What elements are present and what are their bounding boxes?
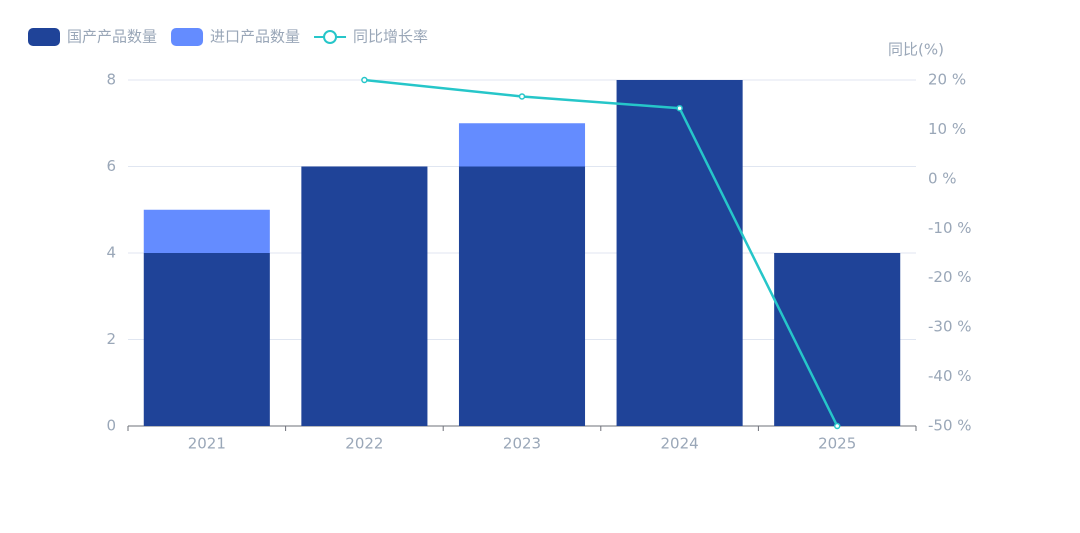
y2-tick-label: 20 % <box>928 71 966 89</box>
y2-axis-title: 同比(%) <box>888 41 944 59</box>
y2-tick-label: 10 % <box>928 120 966 138</box>
line-point <box>518 93 526 100</box>
line-point <box>833 422 841 430</box>
bar <box>143 209 270 253</box>
bar <box>143 253 270 426</box>
line <box>364 78 839 427</box>
legend-swatch <box>28 28 60 46</box>
y-tick-label: 8 <box>106 71 116 89</box>
x-tick-label: 2023 <box>503 435 541 453</box>
y2-tick-label: -30 % <box>928 318 972 336</box>
bar <box>458 123 586 167</box>
x-tick-label: 2021 <box>188 435 226 453</box>
line-point <box>676 104 683 112</box>
legend-label: 国产产品数量 <box>67 28 157 46</box>
legend-swatch <box>171 28 204 46</box>
legend-label: 进口产品数量 <box>210 28 300 46</box>
bar <box>301 166 428 426</box>
line-point <box>361 76 368 84</box>
y-tick-label: 6 <box>106 157 116 175</box>
x-tick-label: 2025 <box>818 435 856 453</box>
legend-swatch <box>323 30 338 44</box>
y2-tick-label: -10 % <box>928 219 972 237</box>
legend-label: 同比增长率 <box>353 28 428 46</box>
x-tick-label: 2022 <box>345 435 383 453</box>
y2-tick-label: -40 % <box>928 367 972 385</box>
y-tick-label: 0 <box>106 417 116 435</box>
y2-tick-label: 0 % <box>928 169 957 187</box>
bar <box>616 80 743 426</box>
y2-tick-label: -50 % <box>928 417 972 435</box>
y-tick-label: 4 <box>106 244 116 262</box>
bar <box>458 166 586 426</box>
x-tick-label: 2024 <box>661 435 699 453</box>
y2-tick-label: -20 % <box>928 268 972 286</box>
y-tick-label: 2 <box>106 330 116 348</box>
